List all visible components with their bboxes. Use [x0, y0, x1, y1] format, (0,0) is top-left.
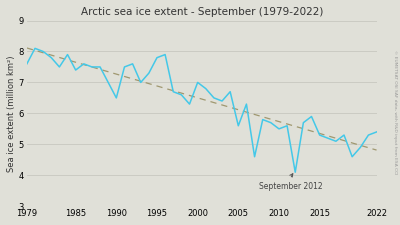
Text: September 2012: September 2012 — [259, 174, 322, 191]
Text: © EUMETSAT OSI SAF data, with R&D input from ESA CCI: © EUMETSAT OSI SAF data, with R&D input … — [393, 50, 397, 175]
Y-axis label: Sea ice extent (million km²): Sea ice extent (million km²) — [7, 55, 16, 172]
Title: Arctic sea ice extent - September (1979-2022): Arctic sea ice extent - September (1979-… — [80, 7, 323, 17]
